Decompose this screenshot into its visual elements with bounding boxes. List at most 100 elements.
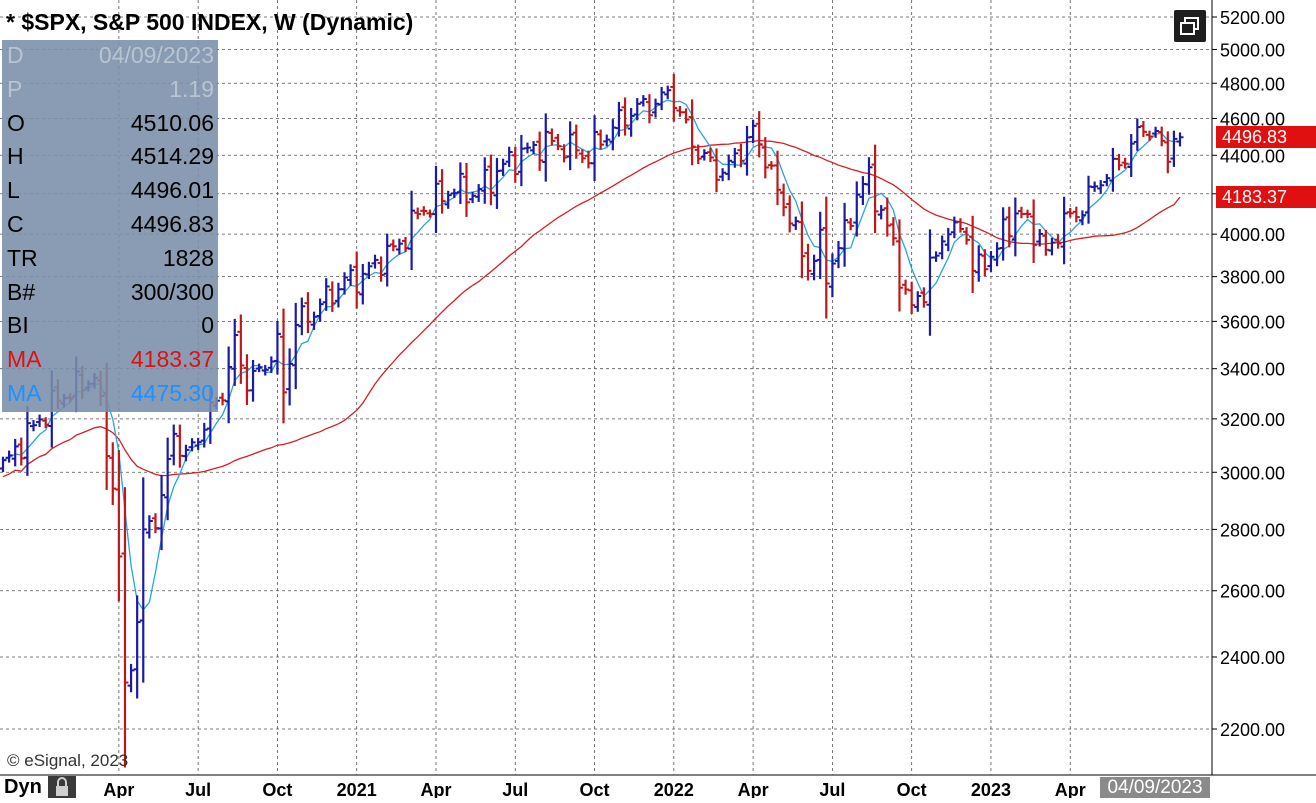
ohlc-bar xyxy=(889,217,897,246)
ohlc-bar xyxy=(810,254,818,281)
info-value: 1828 xyxy=(162,244,214,271)
y-tick-label: 2200.00 xyxy=(1220,720,1285,740)
ohlc-bar xyxy=(1005,206,1013,248)
y-tick-label: 2400.00 xyxy=(1220,648,1285,668)
ohlc-bar xyxy=(1103,173,1111,187)
ohlc-bar xyxy=(231,318,239,386)
ohlc-bar xyxy=(121,487,129,768)
info-key: D xyxy=(7,42,24,68)
ohlc-bar xyxy=(414,207,422,220)
x-axis-labels: Apr Jul Oct 2021 Apr Jul Oct 2022 Apr Jul Oct 2023 A… xyxy=(103,780,1085,800)
ohlc-bar xyxy=(1048,237,1056,256)
x-tick-label: Jul xyxy=(819,780,845,798)
ohlc-bar xyxy=(1054,234,1062,249)
ohlc-bar xyxy=(731,147,739,168)
ohlc-bar xyxy=(865,157,873,195)
ohlc-bar xyxy=(969,215,977,294)
ohlc-bar xyxy=(920,287,928,308)
ohlc-bar xyxy=(1030,199,1038,263)
info-value: 1.19 xyxy=(169,75,214,102)
ohlc-bar xyxy=(481,157,489,204)
restore-window-button[interactable] xyxy=(1174,10,1206,42)
y-tick-label: 5200.00 xyxy=(1220,8,1285,28)
dynamic-mode-label[interactable]: Dyn xyxy=(4,776,42,798)
info-row-bnum: B# 300/300 xyxy=(2,277,218,311)
ohlc-bar xyxy=(938,235,946,260)
info-key: BI xyxy=(7,312,29,339)
info-key: P xyxy=(7,75,23,102)
ohlc-bar xyxy=(438,169,446,214)
ohlc-bar xyxy=(328,281,336,312)
ohlc-bar xyxy=(786,195,794,233)
info-value: 4496.01 xyxy=(130,177,214,204)
y-tick-label: 3600.00 xyxy=(1220,312,1285,332)
ohlc-bar xyxy=(188,438,196,452)
ma-slow-line xyxy=(2,139,1181,478)
ohlc-bar xyxy=(682,108,690,124)
x-tick-label: Oct xyxy=(262,780,292,798)
ohlc-bar xyxy=(432,165,440,233)
ohlc-bar xyxy=(1115,153,1123,171)
y-tick-label: 3400.00 xyxy=(1220,360,1285,380)
ohlc-bar xyxy=(713,148,721,193)
ohlc-bar xyxy=(944,227,952,252)
ohlc-bar xyxy=(145,515,153,539)
ohlc-bar xyxy=(981,249,989,276)
info-value: 04/09/2023 xyxy=(98,42,214,68)
ohlc-bar xyxy=(127,663,135,693)
ohlc-bars xyxy=(0,73,1184,768)
ohlc-bar xyxy=(408,190,416,270)
ohlc-bar xyxy=(469,191,477,204)
info-row-tr: TR 1828 xyxy=(2,243,218,277)
x-tick-label: Jul xyxy=(185,780,211,798)
ohlc-bar xyxy=(5,450,13,463)
ohlc-bar xyxy=(914,291,922,312)
info-key: TR xyxy=(7,244,38,271)
ohlc-bar xyxy=(1127,134,1135,177)
info-value: 4496.83 xyxy=(130,211,214,237)
ohlc-bar xyxy=(932,251,940,262)
ohlc-bar xyxy=(200,422,208,448)
ohlc-bar xyxy=(395,238,403,255)
ohlc-bar xyxy=(780,183,788,217)
x-tick-label: Oct xyxy=(580,780,610,798)
ohlc-bar xyxy=(286,348,294,406)
ohlc-bar xyxy=(761,137,769,179)
ohlc-bar xyxy=(237,314,245,384)
y-tick-label: 3000.00 xyxy=(1220,463,1285,483)
ohlc-bar xyxy=(462,162,470,217)
x-tick-label: Apr xyxy=(103,780,134,798)
ohlc-bar xyxy=(1011,197,1019,257)
ohlc-bar xyxy=(383,233,391,287)
ohlc-bar xyxy=(377,256,385,282)
ohlc-bar xyxy=(1091,181,1099,192)
copyright-text: © eSignal, 2023 xyxy=(7,751,129,770)
ohlc-bar xyxy=(847,218,855,231)
ohlc-bar xyxy=(341,272,349,295)
ohlc-bar xyxy=(566,121,574,171)
ohlc-bar xyxy=(536,131,544,171)
ohlc-bar xyxy=(975,245,983,282)
ohlc-bar xyxy=(1072,206,1080,223)
data-window-panel[interactable]: D 04/09/2023 P 1.19 O 4510.06 H 4514.29 L 4496.01… xyxy=(2,40,218,412)
ohlc-bar xyxy=(1139,121,1147,138)
ohlc-bar xyxy=(737,143,745,168)
ohlc-bar xyxy=(853,181,861,237)
ohlc-bar xyxy=(645,94,653,124)
ohlc-bar xyxy=(822,196,830,319)
ohlc-bar xyxy=(956,218,964,233)
ohlc-bar xyxy=(523,142,531,154)
lock-icon[interactable] xyxy=(48,776,76,798)
ohlc-bar xyxy=(249,359,257,402)
info-value: 4475.30 xyxy=(130,380,214,406)
info-value: 0 xyxy=(201,312,214,339)
ohlc-bar xyxy=(578,149,586,163)
ohlc-bar xyxy=(749,119,757,144)
ohlc-bar xyxy=(499,158,507,176)
ohlc-bar xyxy=(261,364,269,376)
ohlc-bar xyxy=(908,281,916,315)
y-tick-label: 2600.00 xyxy=(1220,582,1285,602)
ohlc-bar xyxy=(316,298,324,322)
